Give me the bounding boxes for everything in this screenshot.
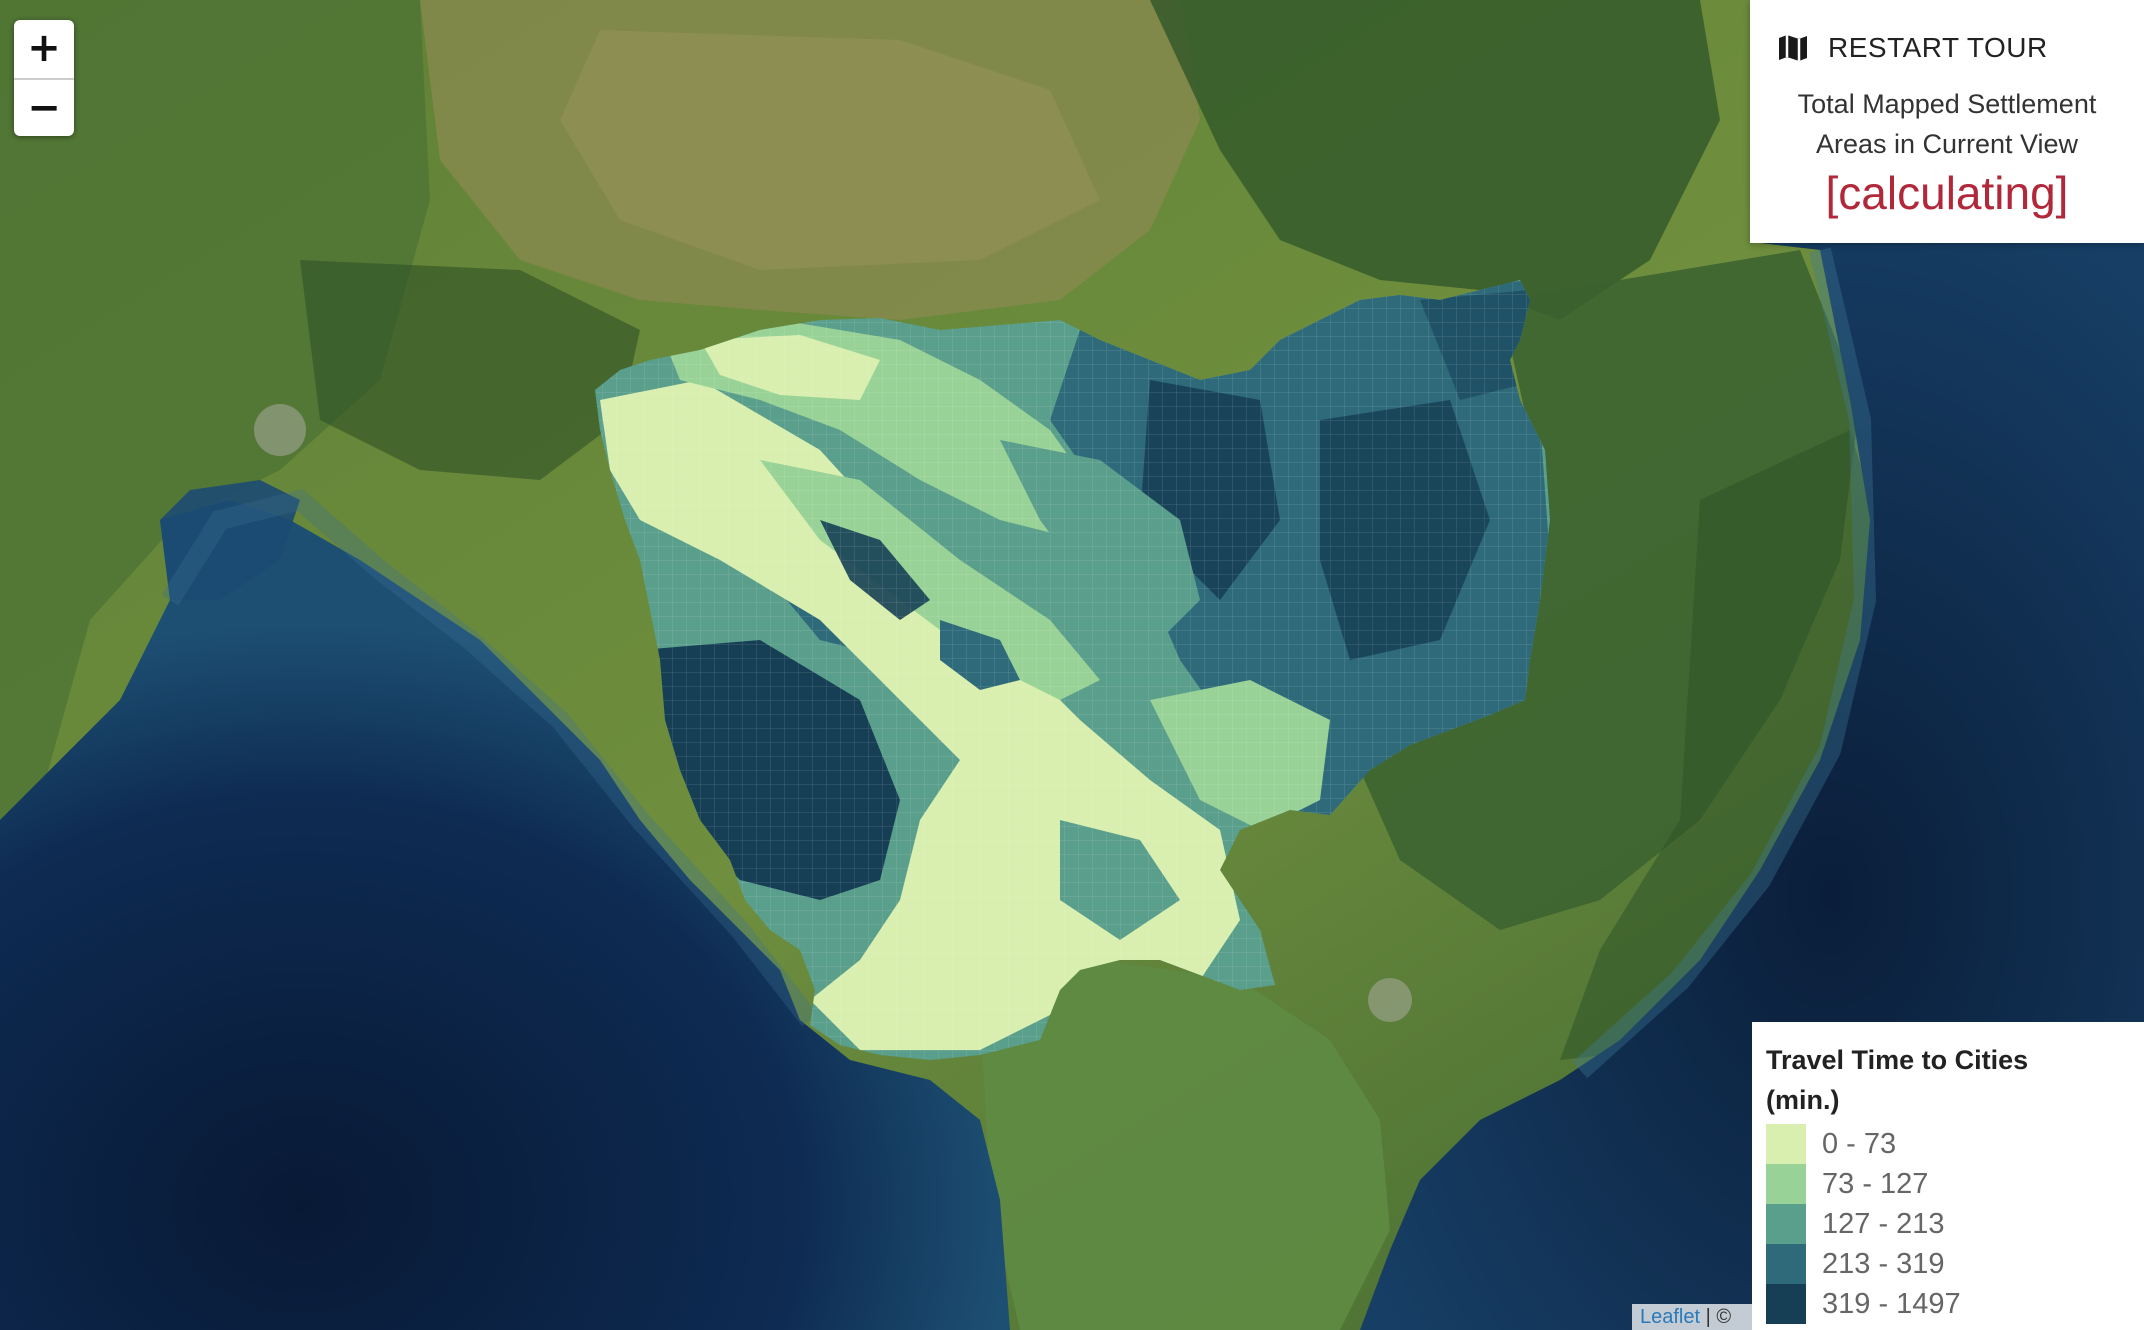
legend-swatch [1766, 1244, 1806, 1284]
zoom-out-button[interactable]: − [14, 78, 74, 136]
legend-item: 0 - 73 [1766, 1124, 2144, 1164]
legend-swatch [1766, 1204, 1806, 1244]
legend-label: 127 - 213 [1822, 1207, 1945, 1240]
settlement-title-line2: Areas in Current View [1815, 129, 2079, 159]
map-legend: Travel Time to Cities (min.) 0 - 73 73 -… [1752, 1022, 2144, 1330]
restart-tour-button[interactable]: RESTART TOUR [1776, 28, 2048, 68]
legend-swatch [1766, 1284, 1806, 1324]
legend-label: 73 - 127 [1822, 1167, 1929, 1200]
legend-swatch [1766, 1164, 1806, 1204]
leaflet-link[interactable]: Leaflet [1640, 1306, 1701, 1328]
legend-label: 0 - 73 [1822, 1127, 1897, 1160]
attribution-separator: | © [1705, 1306, 1732, 1328]
zoom-control: + − [14, 20, 74, 136]
settlement-title: Total Mapped Settlement Areas in Current… [1750, 84, 2144, 164]
legend-label: 213 - 319 [1822, 1247, 1945, 1280]
map-icon [1779, 35, 1807, 61]
legend-item: 127 - 213 [1766, 1204, 2144, 1244]
legend-label: 319 - 1497 [1822, 1287, 1961, 1320]
settlement-info-panel: RESTART TOUR Total Mapped Settlement Are… [1750, 0, 2144, 243]
settlement-value: [calculating] [1825, 167, 2069, 219]
map-attribution: Leaflet | © [1632, 1304, 1752, 1330]
legend-swatch [1766, 1124, 1806, 1164]
legend-item: 73 - 127 [1766, 1164, 2144, 1204]
legend-item: 213 - 319 [1766, 1244, 2144, 1284]
zoom-in-button[interactable]: + [27, 25, 61, 71]
legend-item: 319 - 1497 [1766, 1284, 2144, 1324]
settlement-title-line1: Total Mapped Settlement [1797, 89, 2097, 119]
legend-items: 0 - 73 73 - 127 127 - 213 213 - 319 319 … [1766, 1124, 2144, 1324]
restart-tour-label: RESTART TOUR [1828, 32, 2048, 63]
legend-title: Travel Time to Cities (min.) [1766, 1045, 2029, 1115]
